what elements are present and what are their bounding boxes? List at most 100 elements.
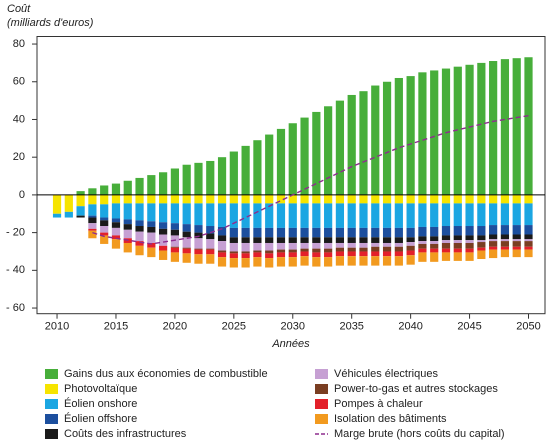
bar-segment [418, 194, 427, 204]
x-tick-label: 2030 [281, 321, 305, 333]
bar-segment [371, 85, 380, 195]
bar-segment [170, 168, 180, 195]
legend-swatch [45, 429, 58, 439]
legend-swatch [45, 384, 58, 394]
bar-segment [394, 256, 403, 266]
bar-segment [100, 226, 109, 233]
x-tick-label: 2015 [104, 321, 128, 333]
bar-segment [335, 100, 345, 195]
bar-segment [500, 225, 510, 235]
bar-segment [430, 248, 439, 253]
bar-segment [524, 57, 533, 195]
bar-segment [324, 248, 333, 253]
bar-segment [453, 248, 462, 253]
bar-segment [300, 242, 309, 249]
x-tick-label: 2050 [516, 321, 540, 333]
bar-segment [241, 203, 250, 228]
bar-segment [465, 240, 474, 243]
bar-segment [100, 235, 109, 244]
bar-segment [217, 250, 227, 253]
bar-segment [371, 242, 380, 247]
legend-label: Éolien onshore [64, 397, 137, 410]
bar-segment [170, 252, 180, 262]
bar-segment [288, 237, 297, 243]
bar-segment [276, 249, 286, 253]
bar-segment [170, 229, 180, 236]
bar-segment [394, 77, 403, 195]
bar-segment [441, 240, 451, 243]
bar-segment [500, 203, 510, 226]
bar-segment [111, 183, 121, 195]
bar-segment [500, 246, 510, 250]
y-tick-label: 40 [13, 113, 25, 125]
bar-segment [182, 248, 191, 254]
bar-segment [312, 248, 321, 253]
bar-segment [135, 241, 144, 246]
bar-segment [241, 227, 250, 238]
bar-segment [182, 224, 191, 232]
bar-segment [241, 194, 250, 204]
bar-segment [147, 232, 156, 243]
legend-label: Marge brute (hors coûts du capital) [334, 428, 505, 440]
bar-segment [500, 241, 510, 247]
bar-segment [300, 227, 309, 238]
bar-segment [406, 194, 415, 204]
bar-segment [453, 203, 462, 227]
bar-segment [524, 225, 533, 235]
bar-segment [241, 258, 250, 268]
bar-segment [324, 242, 333, 249]
bar-segment [100, 220, 109, 227]
bar-segment [489, 194, 498, 204]
bar-segment [276, 257, 286, 267]
bar-segment [135, 194, 144, 204]
bar-segment [406, 250, 415, 256]
bar-segment [241, 242, 250, 252]
bar-segment [394, 246, 403, 252]
y-tick-label: - 40 [6, 264, 25, 276]
y-tick-label: - 60 [6, 302, 25, 314]
bar-segment [453, 194, 462, 204]
bar-segment [241, 237, 250, 243]
bar-segment [371, 227, 380, 238]
bar-segment [335, 251, 345, 257]
bar-segment [477, 242, 486, 248]
bar-segment [253, 257, 262, 267]
bar-segment [489, 246, 498, 250]
x-axis-label: Années [271, 338, 310, 350]
bar-segment [253, 250, 262, 253]
bar-segment [88, 188, 97, 195]
bar-segment [300, 117, 309, 195]
bar-segment [382, 246, 392, 252]
bar-segment [324, 194, 333, 204]
bar-segment [406, 242, 415, 246]
bar-segment [512, 234, 521, 240]
bar-segment [229, 253, 238, 259]
bar-segment [477, 62, 486, 195]
bar-segment [335, 242, 345, 248]
bar-segment [312, 227, 321, 238]
bar-segment [430, 243, 439, 249]
bar-segment [394, 237, 403, 243]
bar-segment [147, 247, 156, 258]
bar-segment [371, 194, 380, 204]
bar-segment [100, 204, 109, 218]
bar-segment [111, 227, 121, 236]
bar-segment [135, 226, 144, 232]
bar-segment [241, 253, 250, 259]
bar-segment [159, 250, 168, 260]
bar-segment [123, 224, 132, 230]
bar-segment [300, 248, 309, 252]
legend-label: Véhicules électriques [334, 368, 438, 380]
legend-swatch [45, 369, 58, 379]
bar-segment [288, 123, 297, 195]
x-tick-label: 2020 [163, 321, 187, 333]
bar-segment [359, 194, 368, 204]
bar-segment [229, 194, 238, 204]
y-tick-label: 80 [13, 38, 25, 50]
bar-segment [512, 203, 521, 226]
bar-segment [170, 247, 180, 253]
x-tick-label: 2035 [339, 321, 363, 333]
legend-label: Photovoltaïque [64, 383, 137, 395]
bar-segment [88, 228, 97, 231]
